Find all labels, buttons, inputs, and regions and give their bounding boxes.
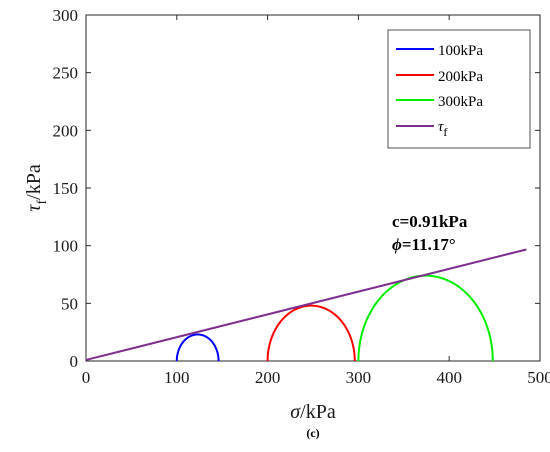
x-tick-label: 100	[164, 368, 190, 387]
y-axis-ticks: 0 50 100 150 200 250 300	[53, 6, 540, 371]
x-axis-label: σ/kPa	[290, 401, 336, 423]
legend-label-100kpa: 100kPa	[438, 43, 483, 59]
mohr-circle-100kpa	[175, 333, 220, 362]
y-tick-label: 100	[53, 237, 79, 256]
legend-label-200kpa: 200kPa	[438, 69, 483, 85]
x-tick-label: 400	[436, 368, 462, 387]
y-tick-label: 50	[61, 294, 78, 313]
y-tick-label: 150	[53, 179, 79, 198]
cohesion-annotation: c=0.91kPa	[392, 212, 468, 231]
friction-angle-annotation: ϕ=11.17°	[392, 235, 456, 254]
x-tick-label: 500	[527, 368, 550, 387]
y-axis-label: τf/kPa	[23, 164, 50, 212]
legend: 100kPa 200kPa 300kPa τf	[387, 29, 531, 149]
y-tick-label: 0	[70, 352, 79, 371]
mohr-circle-200kpa	[266, 304, 356, 362]
legend-label-envelope: τf	[438, 119, 447, 139]
y-tick-label: 300	[53, 6, 79, 25]
failure-envelope-line	[85, 248, 527, 361]
figure-caption: (c)	[306, 426, 319, 440]
y-tick-label: 250	[53, 64, 79, 83]
x-tick-label: 300	[346, 368, 372, 387]
x-tick-label: 0	[82, 368, 91, 387]
x-axis-ticks: 0 100 200 300 400 500	[82, 15, 550, 387]
series-layer	[85, 248, 527, 362]
legend-label-300kpa: 300kPa	[438, 94, 483, 110]
x-tick-label: 200	[255, 368, 281, 387]
y-tick-label: 200	[53, 121, 79, 140]
